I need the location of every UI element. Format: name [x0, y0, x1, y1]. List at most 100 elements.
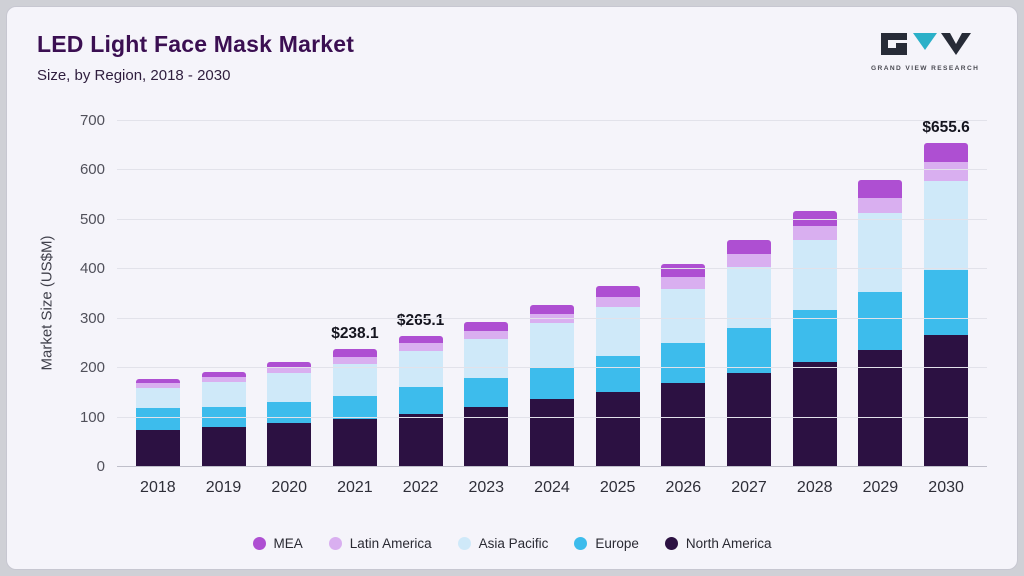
bar-column-2026: 2026 [661, 263, 706, 496]
gridline-400 [117, 268, 987, 270]
bar-segment-latin-america-2028 [792, 226, 837, 241]
bar-column-2028: 2028 [792, 211, 837, 496]
y-tick-label-200: 200 [79, 359, 105, 377]
y-tick-label-0: 0 [96, 458, 105, 475]
bars-container: 2018 2019 2020 2021 $238.1 2022 $265.1 2023 2024… [117, 119, 987, 496]
bar-segment-north-america-2020 [267, 422, 312, 467]
bar-column-2022: 2022 $265.1 [397, 312, 444, 496]
legend-label: Asia Pacific [478, 536, 549, 551]
bar-segment-asia-pacific-2025 [595, 307, 640, 356]
bar-segment-latin-america-2026 [661, 277, 706, 290]
bar-segment-asia-pacific-2027 [727, 267, 772, 328]
bar-column-2021: 2021 $238.1 [331, 325, 378, 496]
x-tick-label-2018: 2018 [140, 479, 176, 496]
bar-column-2030: 2030 $655.6 [922, 119, 969, 496]
bar-segment-mea-2024 [529, 304, 574, 315]
bar-segment-mea-2026 [661, 263, 706, 278]
legend-item-asia-pacific: Asia Pacific [457, 536, 549, 551]
bar-segment-asia-pacific-2022 [398, 350, 443, 387]
legend-swatch-icon [457, 537, 471, 550]
bar-segment-latin-america-2029 [858, 197, 903, 214]
logo-mark [881, 33, 971, 55]
bar-column-2018: 2018 [135, 379, 180, 496]
bar-column-2029: 2029 [858, 179, 903, 496]
gridline-700 [117, 120, 987, 121]
bar-segment-asia-pacific-2020 [267, 373, 312, 402]
bar-segment-north-america-2019 [201, 427, 246, 467]
bar-column-2024: 2024 [529, 304, 574, 496]
gridline-300 [117, 317, 987, 319]
legend-item-mea: MEA [252, 536, 303, 551]
x-tick-label-2024: 2024 [534, 479, 570, 496]
bar-segment-mea-2030 [924, 142, 969, 163]
bar-segment-north-america-2025 [595, 391, 640, 467]
bar-segment-asia-pacific-2028 [792, 240, 837, 311]
bar-segment-north-america-2021 [332, 419, 377, 467]
bar-segment-asia-pacific-2030 [924, 180, 969, 270]
legend-label: North America [685, 536, 772, 551]
bar-segment-latin-america-2021 [332, 356, 377, 365]
x-tick-label-2022: 2022 [402, 479, 439, 496]
y-tick-label-600: 600 [79, 161, 105, 179]
x-tick-label-2026: 2026 [665, 479, 702, 496]
page-subtitle: Size, by Region, 2018 - 2030 [37, 67, 231, 84]
legend-swatch-icon [328, 537, 342, 550]
chart: Market Size (US$M) 2018 2019 2020 2021 $238.… [37, 111, 1001, 519]
bar-segment-asia-pacific-2029 [858, 213, 903, 292]
y-tick-label-100: 100 [79, 408, 105, 426]
legend-swatch-icon [574, 537, 588, 550]
bar-segment-latin-america-2027 [727, 254, 772, 268]
bar-segment-europe-2023 [464, 378, 509, 407]
bar-segment-latin-america-2025 [595, 296, 640, 308]
x-tick-label-2030: 2030 [928, 479, 964, 496]
x-tick-label-2021: 2021 [337, 479, 373, 496]
bar-column-2025: 2025 [595, 285, 640, 496]
bar-segment-north-america-2022 [398, 413, 443, 467]
x-tick-label-2020: 2020 [271, 479, 308, 496]
bar-segment-europe-2029 [858, 291, 903, 350]
legend: MEA Latin America Asia Pacific Europe North … [7, 536, 1017, 551]
gridline-500 [117, 218, 987, 220]
legend-swatch-icon [664, 537, 678, 550]
bar-value-label-2021: $238.1 [331, 325, 379, 343]
bar-segment-mea-2021 [332, 349, 377, 357]
bar-segment-europe-2022 [398, 386, 443, 414]
bar-segment-asia-pacific-2023 [464, 338, 509, 379]
bar-segment-mea-2020 [267, 362, 312, 368]
bar-segment-north-america-2024 [529, 399, 574, 467]
header: LED Light Face Mask Market Size, by Regi… [37, 31, 987, 84]
bar-segment-latin-america-2018 [135, 383, 180, 388]
x-tick-label-2027: 2027 [731, 479, 767, 496]
bar-segment-latin-america-2024 [529, 314, 574, 324]
y-tick-label-700: 700 [79, 112, 105, 129]
bar-segment-north-america-2026 [661, 382, 706, 467]
bar-segment-europe-2021 [332, 395, 377, 420]
bar-segment-europe-2030 [924, 269, 969, 336]
bar-segment-mea-2019 [201, 372, 246, 377]
bar-segment-latin-america-2030 [924, 162, 969, 181]
bar-segment-asia-pacific-2018 [135, 387, 180, 408]
bar-segment-latin-america-2022 [398, 343, 443, 351]
bar-segment-asia-pacific-2024 [529, 323, 574, 368]
bar-segment-mea-2027 [727, 239, 772, 255]
y-tick-label-500: 500 [79, 210, 105, 228]
legend-swatch-icon [252, 537, 266, 550]
bar-segment-europe-2025 [595, 355, 640, 392]
logo-text: GRAND VIEW RESEARCH [871, 65, 980, 72]
bar-segment-mea-2022 [398, 336, 443, 344]
legend-label: MEA [273, 536, 303, 551]
bar-segment-europe-2027 [727, 327, 772, 374]
chart-card: LED Light Face Mask Market Size, by Regi… [6, 6, 1018, 570]
gridline-0 [117, 466, 987, 467]
bar-segment-asia-pacific-2021 [332, 364, 377, 396]
bar-segment-mea-2025 [595, 285, 640, 297]
y-axis-label: Market Size (US$M) [38, 235, 56, 371]
bar-segment-north-america-2028 [792, 362, 837, 467]
gridline-200 [117, 367, 987, 369]
bar-segment-asia-pacific-2026 [661, 289, 706, 344]
bar-segment-europe-2024 [529, 367, 574, 400]
bar-segment-north-america-2018 [135, 429, 180, 467]
bar-segment-north-america-2027 [727, 373, 772, 467]
x-tick-label-2025: 2025 [599, 479, 636, 496]
legend-label: Latin America [349, 536, 432, 551]
